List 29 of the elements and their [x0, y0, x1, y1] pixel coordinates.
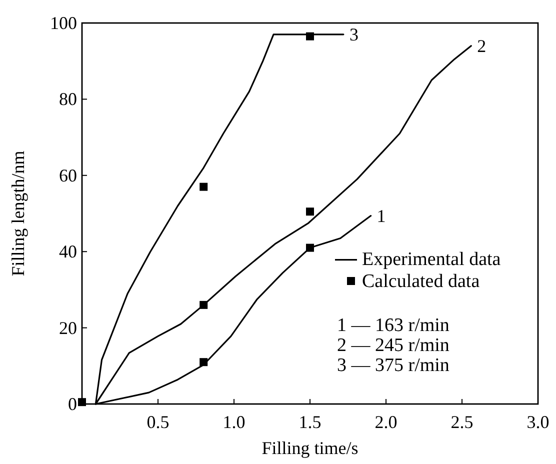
point	[78, 398, 86, 406]
x-tick-label: 2.0	[374, 412, 398, 432]
y-tick-label: 60	[59, 165, 77, 186]
annotation: 2 — 245 r/min	[337, 335, 450, 356]
y-tick-label: 40	[59, 242, 77, 262]
point	[306, 32, 314, 40]
point	[200, 182, 208, 191]
legend-label: Calculated data	[362, 271, 480, 292]
x-axis-title: Filling time/s	[262, 438, 358, 458]
x-tick-label: 1.5	[298, 412, 322, 432]
y-tick-label: 80	[59, 89, 77, 110]
x-tick-label: 0.5	[146, 412, 170, 432]
annotation: 3 — 375 r/min	[337, 355, 450, 376]
series-label: 2	[477, 36, 486, 56]
point	[306, 208, 314, 216]
series-label: 1	[376, 206, 386, 226]
y-tick-label: 0	[68, 394, 77, 414]
series-label: 3	[349, 24, 358, 44]
y-tick-label: 100	[50, 13, 77, 33]
x-tick-label: 3.0	[526, 412, 550, 432]
annotation: Experimental data	[362, 249, 502, 270]
point	[200, 300, 208, 309]
y-axis-title: Filling length/nm	[8, 150, 28, 276]
x-tick-label: 1.0	[222, 412, 246, 432]
point	[200, 358, 208, 366]
x-tick-label: 2.5	[450, 412, 474, 432]
point	[306, 244, 314, 252]
y-tick-label: 20	[59, 318, 77, 338]
annotation: 1 — 163 r/min	[337, 315, 450, 336]
